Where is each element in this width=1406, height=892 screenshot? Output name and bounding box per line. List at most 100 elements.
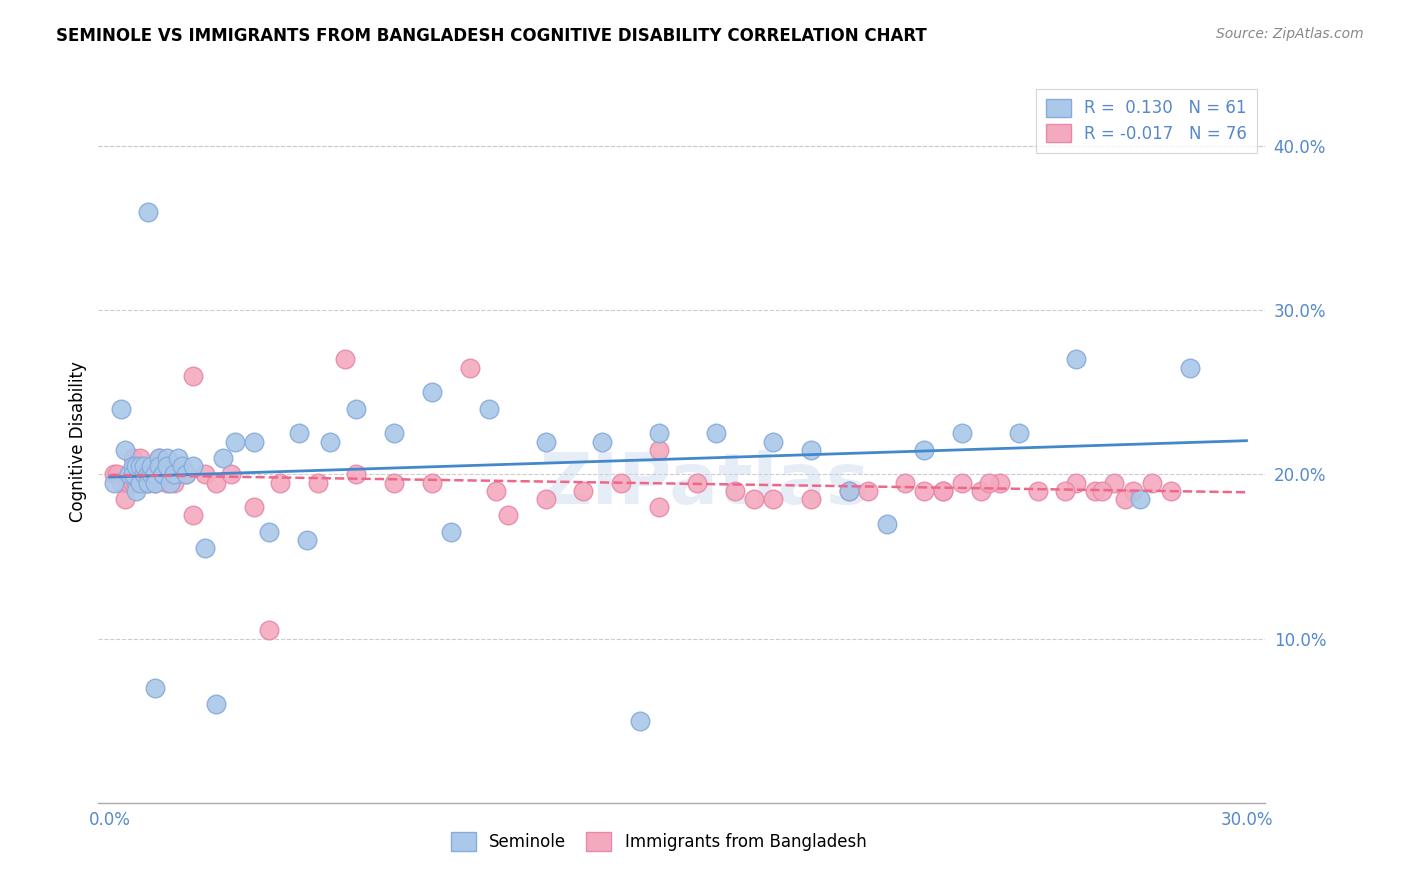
Point	[269, 475, 291, 490]
Point	[458, 360, 481, 375]
Point	[118, 467, 141, 482]
Point	[572, 483, 595, 498]
Point	[156, 459, 179, 474]
Point	[174, 467, 197, 482]
Point	[141, 459, 163, 474]
Point	[156, 467, 179, 482]
Point	[724, 483, 747, 498]
Point	[103, 475, 125, 490]
Point	[970, 483, 993, 498]
Point	[193, 467, 215, 482]
Point	[143, 681, 166, 695]
Point	[591, 434, 613, 449]
Point	[1091, 483, 1114, 498]
Point	[129, 450, 152, 465]
Point	[141, 467, 163, 482]
Point	[242, 434, 264, 449]
Point	[219, 467, 242, 482]
Point	[382, 426, 405, 441]
Point	[704, 426, 727, 441]
Point	[129, 459, 152, 474]
Point	[132, 467, 155, 482]
Point	[114, 491, 136, 506]
Point	[1008, 426, 1031, 441]
Point	[295, 533, 318, 547]
Text: ZIPatlas: ZIPatlas	[540, 450, 870, 519]
Point	[181, 459, 204, 474]
Point	[912, 442, 935, 457]
Point	[382, 475, 405, 490]
Point	[742, 491, 765, 506]
Point	[257, 624, 280, 638]
Point	[534, 434, 557, 449]
Point	[288, 426, 311, 441]
Point	[534, 491, 557, 506]
Point	[420, 475, 443, 490]
Point	[148, 450, 170, 465]
Point	[143, 475, 166, 490]
Point	[181, 508, 204, 523]
Point	[132, 475, 155, 490]
Point	[193, 541, 215, 556]
Point	[163, 467, 186, 482]
Point	[1160, 483, 1182, 498]
Text: Source: ZipAtlas.com: Source: ZipAtlas.com	[1216, 27, 1364, 41]
Point	[174, 467, 197, 482]
Point	[912, 483, 935, 498]
Point	[125, 483, 148, 498]
Point	[110, 475, 132, 490]
Point	[118, 475, 141, 490]
Point	[152, 467, 174, 482]
Text: SEMINOLE VS IMMIGRANTS FROM BANGLADESH COGNITIVE DISABILITY CORRELATION CHART: SEMINOLE VS IMMIGRANTS FROM BANGLADESH C…	[56, 27, 927, 45]
Point	[333, 352, 356, 367]
Point	[114, 442, 136, 457]
Point	[129, 467, 152, 482]
Point	[800, 491, 823, 506]
Point	[121, 450, 143, 465]
Point	[242, 500, 264, 515]
Point	[148, 467, 170, 482]
Point	[1122, 483, 1144, 498]
Point	[648, 426, 671, 441]
Point	[977, 475, 1000, 490]
Point	[344, 467, 367, 482]
Point	[932, 483, 955, 498]
Point	[129, 475, 152, 490]
Point	[1114, 491, 1136, 506]
Point	[1178, 360, 1201, 375]
Point	[610, 475, 633, 490]
Point	[205, 475, 228, 490]
Point	[125, 467, 148, 482]
Point	[988, 475, 1011, 490]
Point	[932, 483, 955, 498]
Point	[648, 442, 671, 457]
Point	[1064, 475, 1087, 490]
Point	[136, 204, 159, 219]
Point	[156, 475, 179, 490]
Point	[950, 475, 973, 490]
Point	[1084, 483, 1107, 498]
Point	[1129, 491, 1152, 506]
Point	[800, 442, 823, 457]
Point	[224, 434, 246, 449]
Point	[762, 434, 785, 449]
Point	[485, 483, 508, 498]
Point	[686, 475, 709, 490]
Point	[950, 426, 973, 441]
Point	[152, 467, 174, 482]
Point	[838, 483, 860, 498]
Point	[156, 450, 179, 465]
Point	[136, 467, 159, 482]
Point	[420, 385, 443, 400]
Point	[110, 401, 132, 416]
Point	[163, 475, 186, 490]
Point	[876, 516, 898, 531]
Point	[103, 467, 125, 482]
Point	[894, 475, 917, 490]
Point	[318, 434, 340, 449]
Point	[1053, 483, 1076, 498]
Legend: Seminole, Immigrants from Bangladesh: Seminole, Immigrants from Bangladesh	[443, 824, 875, 860]
Point	[628, 714, 651, 728]
Point	[440, 524, 463, 539]
Point	[159, 475, 181, 490]
